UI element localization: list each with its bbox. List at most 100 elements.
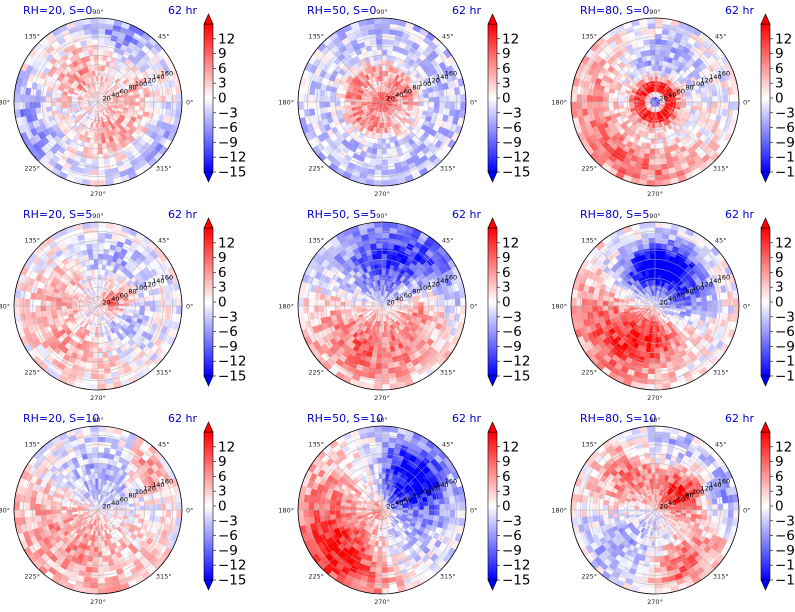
heatmap-cell	[428, 310, 435, 317]
heatmap-cell	[374, 174, 383, 181]
colorbar-tick-label: 3	[775, 76, 784, 92]
heatmap-cell	[97, 269, 102, 275]
heatmap-cell	[97, 75, 101, 82]
panel-title: RH=20, S=0	[23, 4, 92, 17]
angle-tick-label: 180°	[551, 99, 567, 107]
heatmap-cell	[97, 248, 104, 254]
colorbar-tick-label: 6	[502, 61, 511, 77]
heatmap-cell	[381, 174, 390, 181]
heatmap-cell	[379, 122, 383, 129]
heatmap-cell	[150, 101, 156, 108]
heatmap-cell	[670, 101, 677, 105]
heatmap-cell	[618, 98, 624, 103]
angle-tick-label: 135°	[24, 33, 40, 41]
heatmap-cell	[97, 227, 106, 234]
heatmap-cell	[407, 305, 414, 310]
angle-tick-label: 315°	[156, 164, 172, 172]
heatmap-cell	[433, 106, 440, 114]
colorbar-tick-label: 9	[775, 46, 784, 62]
colorbar-tick-label: −12	[218, 354, 247, 370]
radial-tick-label: 40	[395, 91, 403, 99]
colorbar-tick-label: −6	[502, 120, 522, 136]
heatmap-cell	[13, 297, 20, 307]
heatmap-cell	[95, 326, 99, 333]
heatmap-cell	[34, 305, 41, 313]
heatmap-cell	[40, 101, 46, 108]
colorbar-tick-label: 3	[218, 76, 227, 92]
heatmap-cell	[381, 253, 388, 260]
heatmap-cell	[90, 174, 99, 181]
heatmap-cell	[623, 98, 630, 103]
heatmap-cell	[40, 305, 46, 312]
heatmap-cell	[329, 300, 336, 307]
heatmap-cell	[118, 101, 125, 105]
heatmap-cell	[434, 96, 440, 103]
angle-tick-label: 315°	[156, 368, 172, 376]
heatmap-cell	[95, 321, 99, 328]
heatmap-cell	[165, 305, 172, 314]
colorbar-gradient	[203, 23, 214, 173]
heatmap-cell	[176, 297, 183, 307]
angle-tick-label: 0°	[186, 99, 193, 107]
heatmap-cell	[92, 148, 99, 155]
heatmap-cell	[727, 101, 734, 110]
heatmap-cell	[381, 180, 391, 187]
heatmap-cell	[379, 321, 383, 328]
heatmap-cell	[602, 96, 609, 103]
angle-tick-label: 90°	[649, 8, 661, 16]
heatmap-cell	[378, 337, 383, 343]
heatmap-cell	[170, 298, 177, 307]
heatmap-cell	[95, 122, 99, 129]
panel-title: RH=50, S=0	[307, 4, 376, 17]
heatmap-cell	[370, 153, 378, 160]
heatmap-cell	[76, 99, 83, 103]
heatmap-cell	[675, 101, 682, 105]
colorbar-tick-label: −9	[502, 135, 522, 151]
heatmap-cell	[45, 295, 52, 302]
heatmap-cell	[376, 49, 383, 56]
heatmap-cell	[654, 180, 664, 187]
heatmap-cell	[90, 28, 99, 35]
heatmap-cell	[652, 117, 656, 124]
heatmap-cell	[91, 38, 99, 45]
heatmap-cell	[91, 242, 99, 249]
heatmap-cell	[97, 38, 105, 45]
heatmap-cell	[66, 302, 73, 307]
heatmap-cell	[92, 352, 99, 359]
heatmap-cell	[355, 99, 362, 103]
heatmap-cell	[61, 98, 67, 103]
colorbar-tick-label: 6	[218, 265, 227, 281]
heatmap-cell	[654, 65, 659, 71]
heatmap-cell	[303, 101, 310, 110]
heatmap-cell	[89, 384, 99, 391]
heatmap-cell	[722, 101, 729, 110]
heatmap-cell	[381, 49, 388, 56]
heatmap-cell	[360, 303, 367, 307]
colorbar-tick-label: −9	[775, 135, 795, 151]
angle-tick-label: 270°	[647, 190, 663, 198]
heatmap-cell	[381, 80, 385, 87]
heatmap-cell	[449, 101, 456, 110]
heatmap-cell	[654, 148, 661, 155]
colorbar-tick-label: −9	[218, 135, 238, 151]
heatmap-cell	[113, 305, 120, 309]
heatmap-cell	[45, 96, 52, 103]
heatmap-cell	[654, 44, 661, 50]
heatmap-cell	[386, 253, 393, 260]
heatmap-cell	[86, 153, 94, 160]
radial-tick-label: 160	[718, 69, 730, 77]
heatmap-cell	[576, 94, 583, 103]
colorbar-tick-label: −3	[218, 309, 238, 325]
colorbar-tick-label: 3	[218, 280, 227, 296]
heatmap-cell	[712, 95, 719, 103]
heatmap-cell	[34, 299, 41, 307]
colorbar-tick-label: −9	[218, 339, 238, 355]
heatmap-cell	[379, 326, 383, 333]
heatmap-cell	[308, 101, 315, 110]
